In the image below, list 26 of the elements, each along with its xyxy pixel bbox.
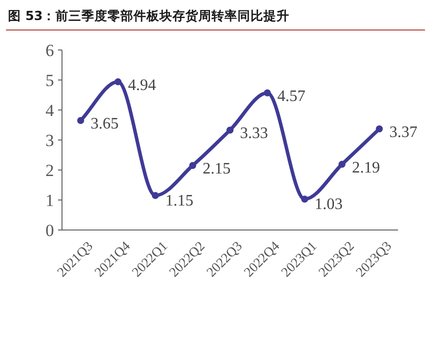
y-tick-label: 5 [46,71,54,90]
y-tick-label: 1 [46,191,54,210]
y-tick-label: 0 [46,221,54,240]
data-label: 3.65 [90,116,119,132]
point [376,125,383,132]
y-tick-label: 4 [46,101,54,120]
chart-title: 图 53：前三季度零部件板块存货周转率同比提升 [8,8,290,23]
point [189,162,196,169]
data-label: 3.33 [240,125,268,142]
data-label: 2.19 [352,159,380,176]
data-label: 2.15 [202,160,231,178]
point [77,117,84,124]
point [264,89,271,96]
point [226,126,234,134]
point [152,192,159,199]
data-label: 4.94 [128,76,156,94]
y-tick-label: 3 [46,131,54,150]
point [114,78,122,86]
y-tick-label: 2 [46,161,54,180]
point [301,196,308,203]
data-label: 1.15 [165,192,194,210]
y-tick-label: 6 [46,41,54,60]
data-label: 4.57 [277,88,306,105]
point [338,160,346,168]
data-label: 1.03 [314,196,343,214]
data-label: 3.37 [389,124,418,141]
